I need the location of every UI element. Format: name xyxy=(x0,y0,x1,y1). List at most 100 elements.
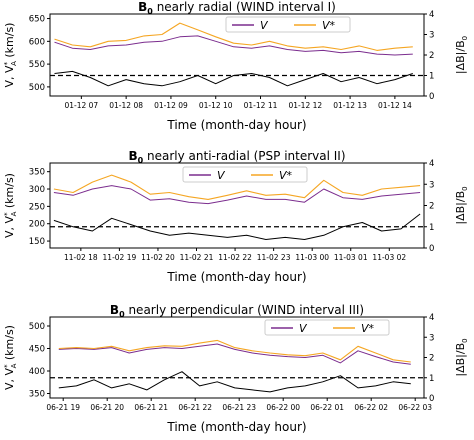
y-right-tick-label: 4 xyxy=(429,10,434,20)
y-left-label-unit: (km/s) xyxy=(3,173,16,212)
y-left-tick-label: 300 xyxy=(29,185,45,195)
x-tick-label: 06-21 19 xyxy=(46,403,80,412)
x-tick-label: 01-12 08 xyxy=(109,101,143,110)
legend: V V* xyxy=(264,319,390,336)
panel-title: B0 nearly perpendicular (WIND interval I… xyxy=(110,303,364,319)
y-left-label-subscript: A xyxy=(10,61,18,66)
panel-wind-interval-1: 500 550 600 650 0 1 2 3 4 01-12 07 01-12 08 01-12 0… xyxy=(3,0,469,132)
y-left-label-subscript: A xyxy=(10,211,18,216)
panel-title: B0 nearly anti-radial (PSP interval II) xyxy=(128,149,345,165)
y-right-tick-label: 1 xyxy=(429,72,434,82)
x-tick-label: 11-03 00 xyxy=(295,253,329,262)
y-right-label-subscript: 0 xyxy=(461,186,469,190)
y-left-tick-label: 650 xyxy=(29,15,45,25)
y-right-tick-label: 3 xyxy=(429,31,434,41)
y-left-label-text: V, V xyxy=(3,367,16,390)
series-v-star-line xyxy=(53,174,421,200)
legend-box xyxy=(225,16,351,33)
y-right-tick-label: 4 xyxy=(429,313,434,323)
title-text: nearly anti-radial (PSP interval II) xyxy=(143,149,345,163)
y-right-tick-label: 1 xyxy=(429,374,434,384)
y-left-axis-label: V, V*A (km/s) xyxy=(3,173,18,238)
y-right-tick-label: 3 xyxy=(429,333,434,343)
series-v-line xyxy=(54,35,413,56)
y-right-tick-label: 0 xyxy=(429,394,434,404)
x-tick-label: 01-12 14 xyxy=(378,101,412,110)
x-tick-label: 06-22 03 xyxy=(398,403,432,412)
y-left-tick-label: 600 xyxy=(29,37,45,47)
x-tick-label: 01-12 09 xyxy=(154,101,188,110)
y-right-label-subscript: 0 xyxy=(461,338,469,342)
legend: V V* xyxy=(182,166,308,183)
title-b-subscript: 0 xyxy=(119,310,125,319)
y-left-tick-label: 150 xyxy=(29,237,45,247)
y-left-label-text: V, V xyxy=(3,65,16,88)
y-left-tick-label: 450 xyxy=(29,345,45,355)
title-b-symbol: B xyxy=(128,149,137,163)
y-right-axis-label: |ΔB|/B0 xyxy=(454,338,469,376)
y-left-axis-label: V, V*A (km/s) xyxy=(3,325,18,390)
y-left-label-unit: (km/s) xyxy=(3,325,16,364)
y-left-tick-label: 350 xyxy=(29,168,45,178)
y-left-tick-label: 400 xyxy=(29,367,45,377)
series-v-line xyxy=(58,343,411,365)
plot-area xyxy=(53,174,421,240)
x-axis-label: Time (month-day hour) xyxy=(166,270,306,284)
y-left-tick-label: 250 xyxy=(29,202,45,212)
legend-box xyxy=(264,319,390,336)
legend: V V* xyxy=(225,16,351,33)
y-left-axis-label: V, V*A (km/s) xyxy=(3,23,18,88)
y-right-label-text: |ΔB|/B xyxy=(454,191,467,225)
series-v-star-line xyxy=(54,22,413,51)
y-left-tick-label: 350 xyxy=(29,390,45,400)
y-right-label-text: |ΔB|/B xyxy=(454,40,467,74)
y-left-label-subscript: A xyxy=(10,363,18,368)
legend-label-v-star: V* xyxy=(322,19,336,32)
x-axis-label: Time (month-day hour) xyxy=(166,118,306,132)
x-tick-label: 06-21 23 xyxy=(222,403,256,412)
x-tick-label: 06-22 00 xyxy=(266,403,300,412)
x-tick-label: 11-02 21 xyxy=(180,253,214,262)
title-text: nearly perpendicular (WIND interval III) xyxy=(125,303,364,317)
y-left-label-superscript: * xyxy=(3,364,11,368)
panel-title: B0 nearly radial (WIND interval I) xyxy=(138,0,336,16)
x-tick-label: 06-21 21 xyxy=(134,403,168,412)
x-tick-label: 06-21 20 xyxy=(90,403,124,412)
y-right-axis-label: |ΔB|/B0 xyxy=(454,36,469,74)
y-right-tick-label: 2 xyxy=(429,51,434,61)
x-tick-label: 11-02 20 xyxy=(141,253,175,262)
series-db-ratio-line xyxy=(53,213,421,240)
y-left-label-superscript: * xyxy=(3,61,11,65)
title-text: nearly radial (WIND interval I) xyxy=(153,0,336,14)
y-right-tick-label: 2 xyxy=(429,354,434,364)
title-b-symbol: B xyxy=(110,303,119,317)
y-right-axis-label: |ΔB|/B0 xyxy=(454,186,469,224)
legend-label-v: V xyxy=(299,322,308,335)
x-tick-label: 11-03 01 xyxy=(334,253,368,262)
title-b-subscript: 0 xyxy=(138,156,144,165)
y-right-tick-label: 3 xyxy=(429,180,434,190)
x-tick-label: 01-12 10 xyxy=(199,101,233,110)
x-tick-label: 11-02 23 xyxy=(257,253,291,262)
y-left-tick-label: 550 xyxy=(29,60,45,70)
y-right-tick-label: 4 xyxy=(429,159,434,169)
legend-label-v: V xyxy=(260,19,269,32)
x-tick-label: 01-12 11 xyxy=(244,101,278,110)
x-tick-label: 11-02 22 xyxy=(218,253,252,262)
y-left-tick-label: 200 xyxy=(29,220,45,230)
x-tick-label: 06-21 22 xyxy=(178,403,212,412)
series-db-ratio-line xyxy=(54,70,413,87)
x-tick-label: 01-12 07 xyxy=(64,101,98,110)
legend-label-v-star: V* xyxy=(361,322,375,335)
title-b-subscript: 0 xyxy=(147,7,153,16)
y-left-tick-label: 500 xyxy=(29,83,45,93)
series-db-ratio-line xyxy=(58,371,411,393)
panel-wind-interval-3: 350 400 450 500 0 1 2 3 4 06-21 19 06-21 20 06-21 2… xyxy=(3,303,469,434)
y-right-tick-label: 1 xyxy=(429,223,434,233)
y-left-label-superscript: * xyxy=(3,212,11,216)
x-tick-label: 06-22 01 xyxy=(310,403,344,412)
series-v-line xyxy=(53,185,421,205)
x-tick-label: 11-02 19 xyxy=(103,253,137,262)
y-left-label-text: V, V xyxy=(3,215,16,238)
